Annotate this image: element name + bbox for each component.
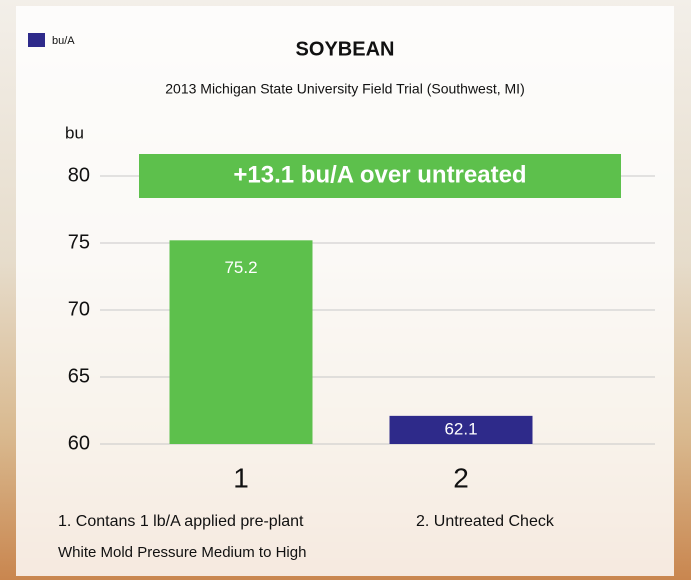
chart: SOYBEAN 2013 Michigan State University F… xyxy=(0,0,691,580)
annotation: +13.1 bu/A over untreated xyxy=(233,161,526,188)
footnote: 1. Contans 1 lb/A applied pre-plant xyxy=(58,513,304,530)
y-tick-label: 60 xyxy=(68,432,90,454)
x-tick-label: 1 xyxy=(233,462,249,493)
y-tick-label: 80 xyxy=(68,164,90,186)
y-tick-label: 70 xyxy=(68,298,90,320)
page: SOYBEAN 2013 Michigan State University F… xyxy=(0,0,691,580)
legend-label: bu/A xyxy=(52,35,75,47)
footnote: White Mold Pressure Medium to High xyxy=(58,544,306,561)
y-tick-label: 65 xyxy=(68,365,90,387)
chart-title: SOYBEAN xyxy=(296,38,395,60)
legend-swatch xyxy=(28,33,45,47)
chart-subtitle: 2013 Michigan State University Field Tri… xyxy=(165,81,524,97)
x-tick-label: 2 xyxy=(453,462,469,493)
data-label: 62.1 xyxy=(444,419,477,438)
data-label: 75.2 xyxy=(224,258,257,277)
y-axis-label: bu xyxy=(65,123,84,142)
footnote: 2. Untreated Check xyxy=(416,513,555,530)
y-tick-label: 75 xyxy=(68,231,90,253)
